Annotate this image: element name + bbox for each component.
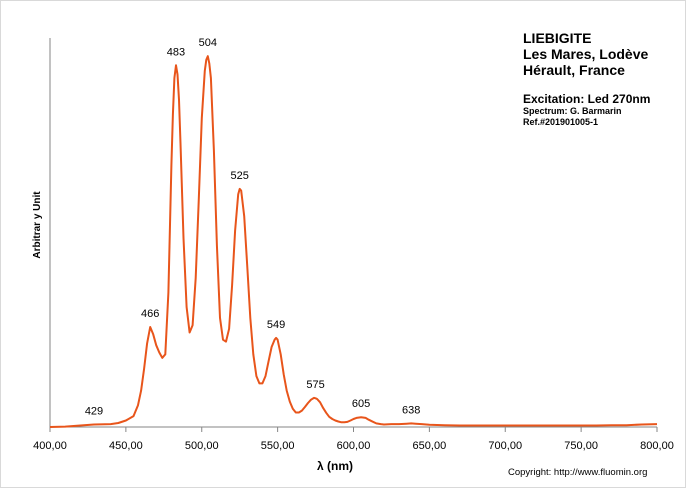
peak-label: 466 [141,308,159,320]
x-tick-label: 750,00 [564,440,598,452]
peak-label: 638 [402,404,420,416]
peak-label: 575 [306,379,324,391]
peak-label: 549 [267,319,285,331]
x-axis-label: λ (nm) [317,459,353,473]
chart-title: LIEBIGITE [523,30,592,46]
chart-title-block: LIEBIGITE Les Mares, Lodève Hérault, Fra… [523,30,650,128]
peak-label: 483 [167,46,185,58]
peak-label: 525 [231,170,249,182]
spectrum-credit: Spectrum: G. Barmarin [523,106,622,116]
peak-label: 605 [352,398,370,410]
peak-label: 504 [199,37,217,49]
x-tick-label: 500,00 [185,440,219,452]
peak-label: 429 [85,405,103,417]
copyright-notice: Copyright: http://www.fluomin.org [508,467,648,478]
x-tick-labels: 400,00 450,00 500,00 550,00 600,00 650,00 700,… [33,440,674,452]
x-tick-label: 550,00 [261,440,295,452]
locality-line-1: Les Mares, Lodève [523,46,649,62]
x-tick-label: 800,00 [640,440,674,452]
spectrum-line [49,55,658,428]
excitation-label: Excitation: Led 270nm [523,92,651,106]
x-tick-label: 700,00 [488,440,522,452]
peak-labels: 429 466 483 504 525 549 575 605 638 [85,37,421,417]
x-tick-label: 450,00 [109,440,143,452]
locality-line-2: Hérault, France [523,62,625,78]
x-tick-label: 600,00 [337,440,371,452]
x-tick-label: 400,00 [33,440,67,452]
reference-id: Ref.#201901005-1 [523,117,599,127]
x-ticks [49,427,658,432]
y-axis-label: Arbitrar y Unit [32,191,43,259]
x-tick-label: 650,00 [413,440,447,452]
